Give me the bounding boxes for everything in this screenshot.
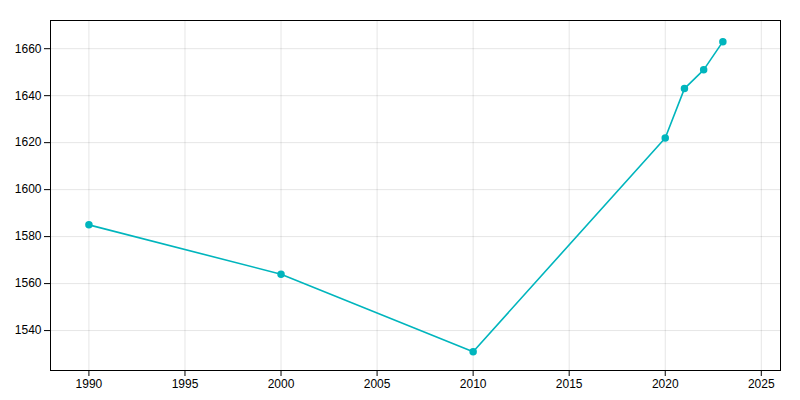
svg-text:2025: 2025: [748, 377, 775, 391]
svg-text:1660: 1660: [15, 42, 42, 56]
svg-text:1640: 1640: [15, 89, 42, 103]
svg-text:1990: 1990: [76, 377, 103, 391]
svg-text:2015: 2015: [556, 377, 583, 391]
svg-text:2020: 2020: [652, 377, 679, 391]
svg-text:1560: 1560: [15, 276, 42, 290]
svg-text:2010: 2010: [460, 377, 487, 391]
svg-text:1620: 1620: [15, 135, 42, 149]
svg-text:1580: 1580: [15, 229, 42, 243]
svg-text:1600: 1600: [15, 182, 42, 196]
svg-text:1540: 1540: [15, 323, 42, 337]
svg-text:2000: 2000: [268, 377, 295, 391]
svg-text:1995: 1995: [172, 377, 199, 391]
svg-text:2005: 2005: [364, 377, 391, 391]
